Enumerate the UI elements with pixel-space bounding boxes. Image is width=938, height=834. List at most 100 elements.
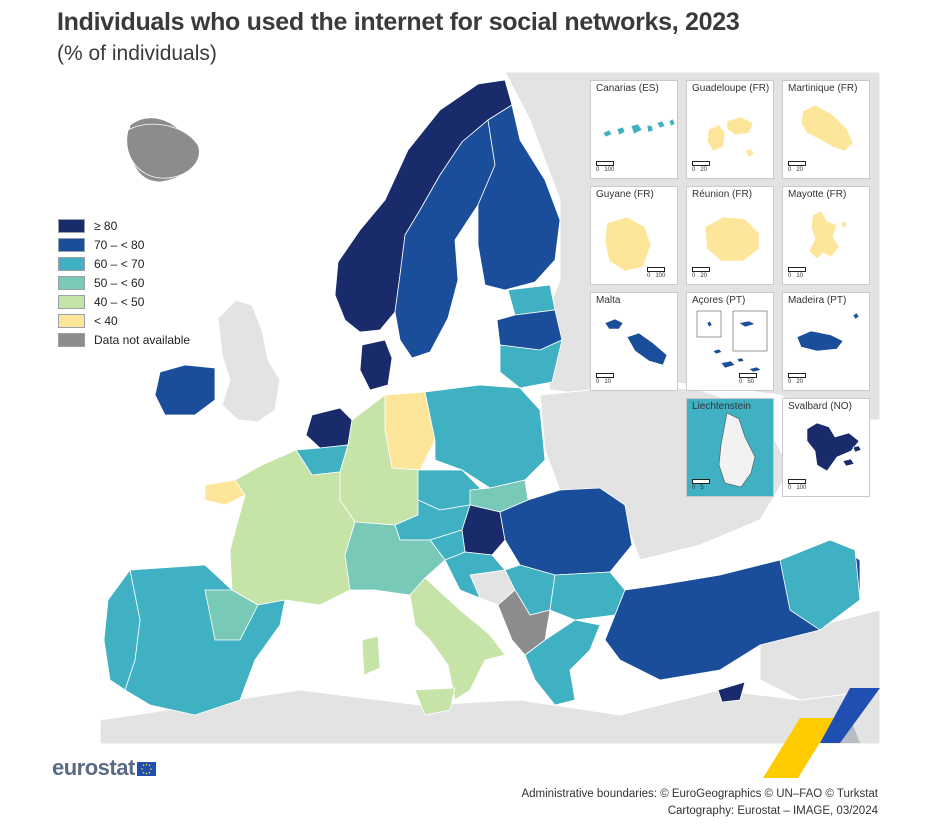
scale-bar: 0 20 [692,161,712,173]
inset-island [796,312,860,352]
eurostat-logo: eurostat [52,755,156,781]
legend-label: Data not available [94,332,191,347]
corner-graphic [763,688,880,778]
scale-min: 0 [788,273,792,279]
inset-island [706,116,755,158]
inset-map [696,310,768,373]
legend-item: ≥ 80 [58,216,190,235]
inset-label: Réunion (FR) [692,189,753,200]
scale-bar: 0 10 [788,267,808,279]
inset-island [604,216,652,272]
scale-max: 20 [796,167,804,173]
scale-max: 10 [796,273,804,279]
inset-malta: Malta 0 10 [590,292,678,391]
region-italy-north [344,521,446,596]
region-denmark [359,339,393,391]
scale-max: 20 [700,273,708,279]
inset-svalbard: Svalbard (NO) 0 100 [782,398,870,497]
inset-map [604,216,652,272]
legend-label: 70 – < 80 [94,237,145,252]
inset-map [706,116,755,158]
inset-label: Malta [596,295,621,306]
legend-swatch [58,256,85,271]
inset-island [806,422,862,472]
inset-label: Svalbard (NO) [788,401,852,412]
legend-label: ≥ 80 [94,218,118,233]
region-ireland [154,364,216,416]
scale-min: 0 [788,485,792,491]
inset-label: Martinique (FR) [788,83,858,94]
inset-acores: Açores (PT) 0 50 [686,292,774,391]
scale-max: 20 [796,379,804,385]
region-finland [477,104,561,291]
scale-min: 0 [647,273,651,279]
scale-bar: 0 50 [739,373,759,385]
scale-bar: 0 20 [692,267,712,279]
scale-min: 0 [788,379,792,385]
region-iceland [126,123,200,179]
inset-island [604,318,668,366]
scale-bar: 0 100 [596,161,619,173]
scale-min: 0 [692,167,696,173]
region-cyprus [717,681,746,703]
inset-label: Mayotte (FR) [788,189,847,200]
eu-flag-icon [136,762,156,776]
scale-max: 100 [796,485,807,491]
region-romania [499,487,633,576]
legend-swatch [58,313,85,328]
scale-bar: 0 100 [647,267,670,279]
scale-min: 0 [596,167,600,173]
scale-bar: 0 100 [788,479,811,491]
legend-label: < 40 [94,313,118,328]
legend-item: < 40 [58,311,190,330]
legend-swatch [58,275,85,290]
map-subtitle: (% of individuals) [57,42,217,65]
inset-label: Açores (PT) [692,295,746,306]
inset-mayotte: Mayotte (FR) 0 10 [782,186,870,285]
scale-max: 10 [604,379,612,385]
region-balkans-na [497,589,551,656]
credits-cartography: Cartography: Eurostat – IMAGE, 03/2024 [667,805,878,817]
region-hungary [461,504,506,556]
region-sicily [414,687,456,716]
legend-label: 40 – < 50 [94,294,145,309]
region-spain-east [204,589,259,641]
land-uk [217,299,281,423]
legend-item: 40 – < 50 [58,292,190,311]
inset-island [718,412,756,488]
region-turkiye-east [779,539,861,631]
scale-bar: 0 10 [596,373,616,385]
inset-map [796,312,860,352]
inset-martinique: Martinique (FR) 0 20 [782,80,870,179]
legend-label: 50 – < 60 [94,275,145,290]
legend-item: 50 – < 60 [58,273,190,292]
legend-swatch [58,332,85,347]
region-sweden [394,119,496,359]
inset-map [808,210,848,260]
scale-min: 0 [788,167,792,173]
inset-map [718,412,756,488]
region-italy-south [409,577,506,701]
scale-bar: 0 20 [788,161,808,173]
inset-island [706,320,762,373]
credits: Administrative boundaries: © EuroGeograp… [521,786,878,820]
inset-madeira: Madeira (PT) 0 20 [782,292,870,391]
region-lithuania [499,339,563,389]
credits-boundaries: Administrative boundaries: © EuroGeograp… [521,788,878,800]
legend: ≥ 80 70 – < 80 60 – < 70 50 – < 60 40 – … [58,216,190,349]
legend-item: 60 – < 70 [58,254,190,273]
region-bulgaria [549,571,626,621]
inset-guadeloupe: Guadeloupe (FR) 0 20 [686,80,774,179]
logo-text: eurostat [52,755,135,780]
inset-island [602,118,676,138]
legend-swatch [58,294,85,309]
region-portugal [103,569,141,691]
scale-bar: 0 20 [788,373,808,385]
region-france-bretagne [204,479,246,506]
inset-map [602,118,676,138]
inset-map [800,104,854,152]
scale-min: 0 [739,379,743,385]
inset-label: Canarias (ES) [596,83,659,94]
